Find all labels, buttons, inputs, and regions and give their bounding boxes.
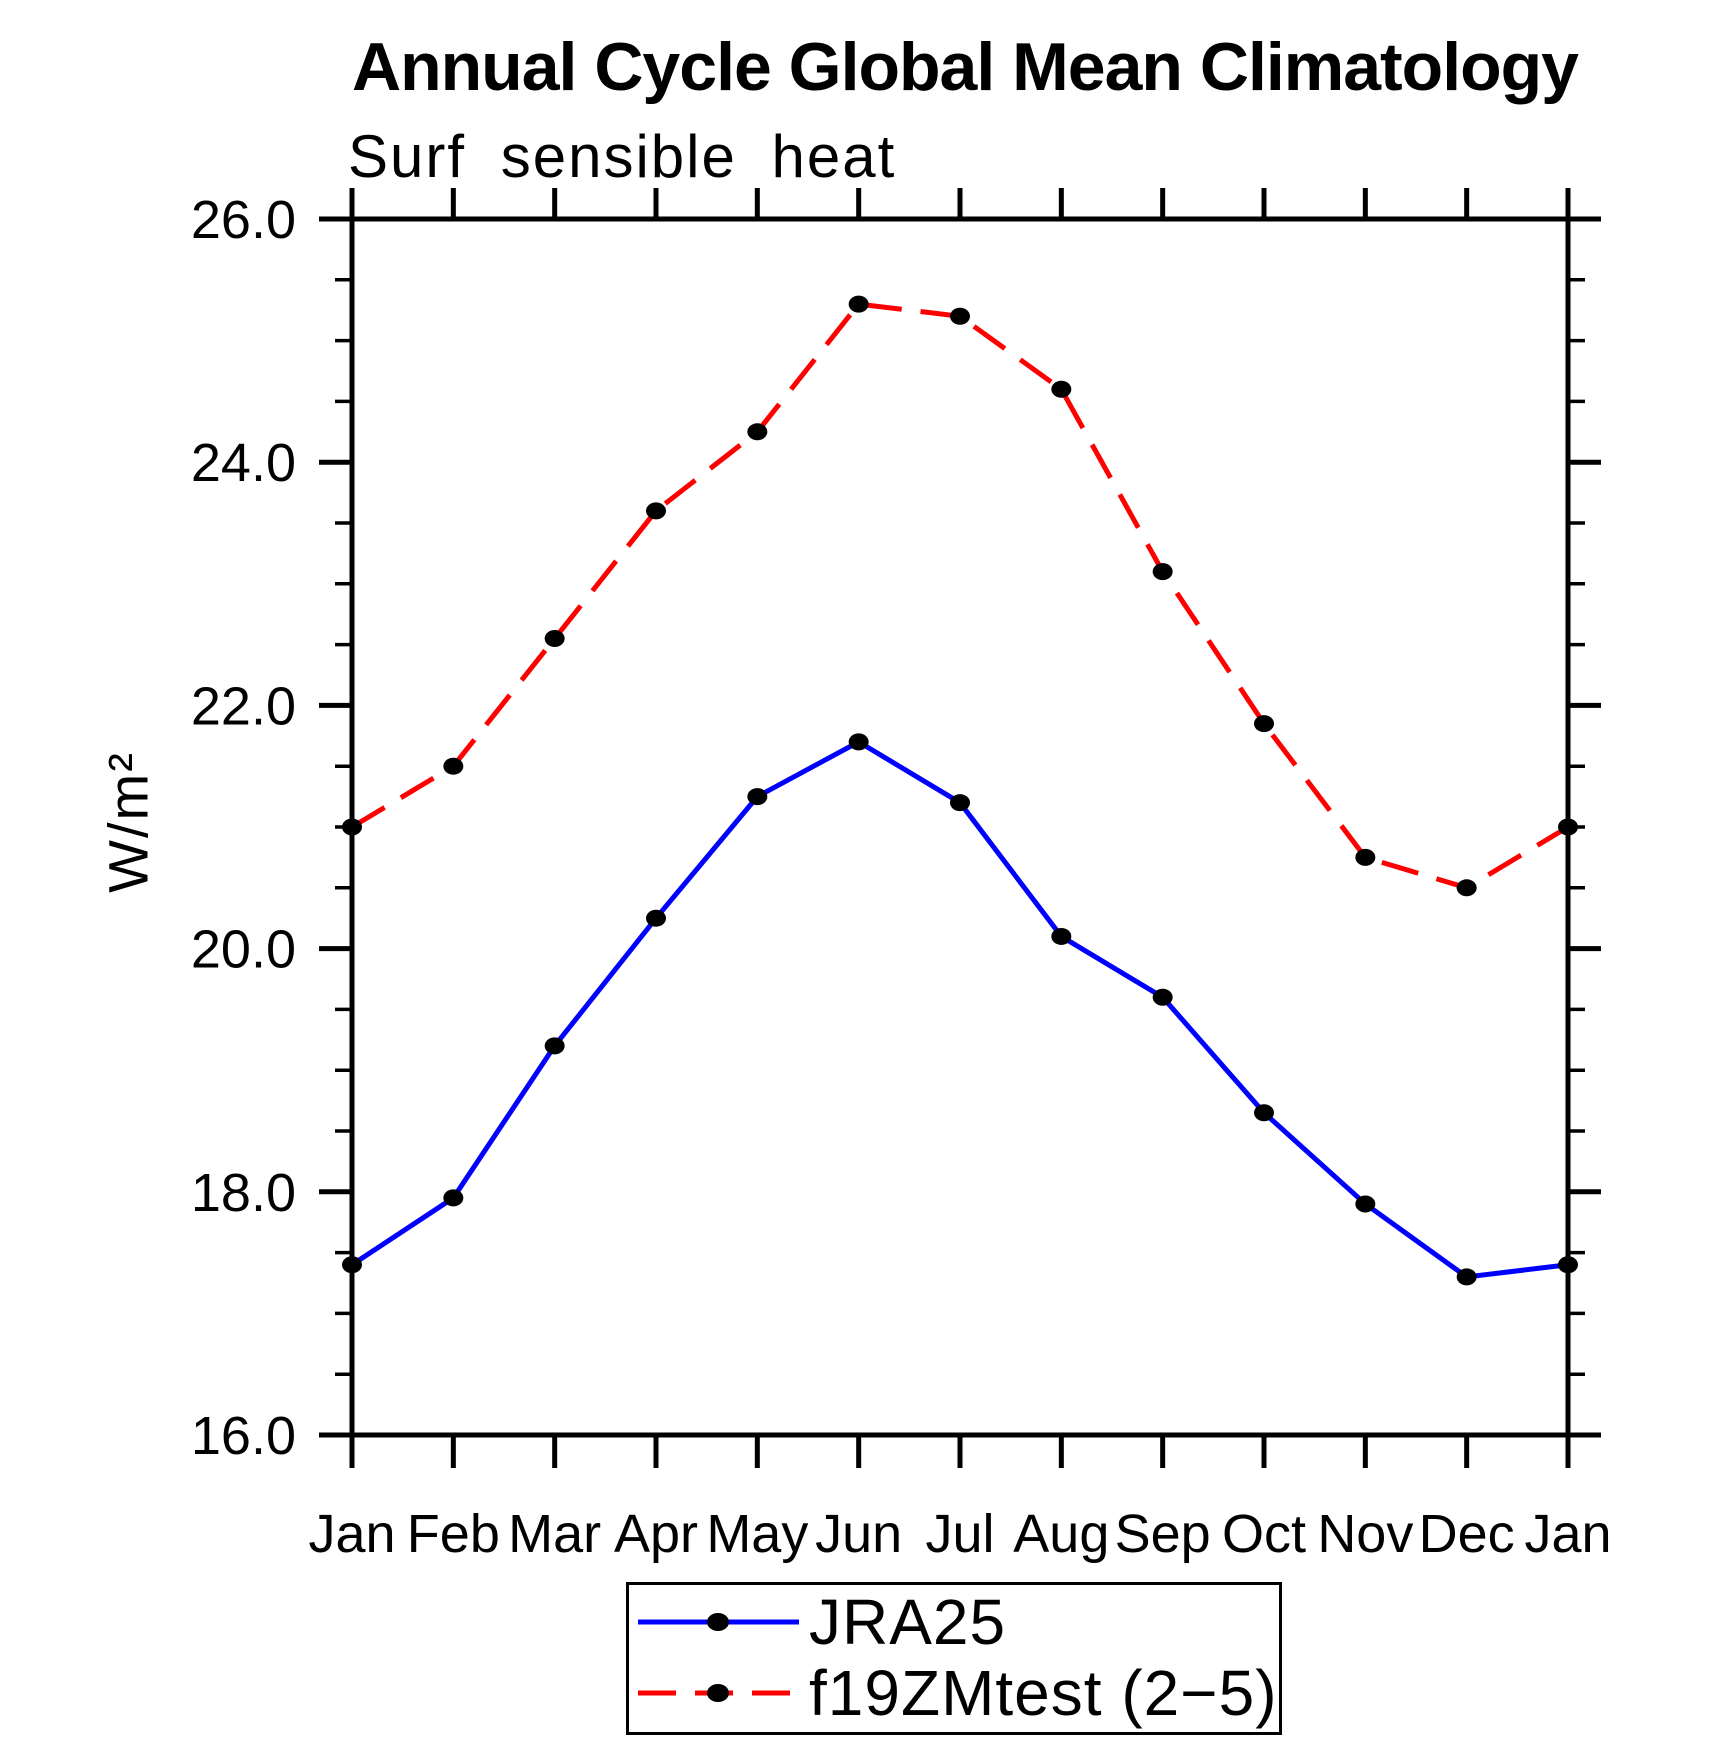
y-tick-label: 22.0: [191, 676, 296, 736]
x-tick-label: Dec: [1419, 1504, 1515, 1564]
plot-subtitle: Surf sensible heat: [348, 123, 897, 190]
data-point: [747, 423, 768, 441]
legend-marker-icon: [707, 1613, 729, 1631]
data-point: [646, 502, 666, 520]
y-tick-label: 26.0: [191, 190, 296, 250]
x-tick-label: Sep: [1115, 1504, 1211, 1564]
y-tick-label: 24.0: [191, 433, 296, 493]
data-point: [1355, 848, 1376, 866]
legend-marker-icon: [707, 1684, 729, 1702]
legend: JRA25 f19ZMtest (2−5): [626, 1582, 1282, 1735]
x-tick-label: Jul: [925, 1504, 994, 1564]
legend-line-sample: [638, 1684, 799, 1702]
data-point: [1456, 879, 1477, 897]
data-point: [544, 1037, 565, 1055]
x-tick-label: Feb: [407, 1504, 500, 1564]
data-point: [443, 1189, 464, 1207]
data-point: [1558, 818, 1578, 836]
plot-title: Annual Cycle Global Mean Climatology: [352, 29, 1579, 105]
x-tick-label: Apr: [614, 1504, 698, 1564]
plot-box: [349, 216, 1571, 1438]
x-tick-label: Jan: [308, 1504, 395, 1564]
x-tick-label: Nov: [1317, 1504, 1413, 1564]
x-tick-label: Mar: [508, 1504, 601, 1564]
data-point: [1051, 927, 1072, 945]
data-point: [950, 794, 970, 812]
data-point: [342, 818, 362, 836]
data-point: [342, 1256, 362, 1274]
legend-item: JRA25: [636, 1586, 1006, 1658]
x-tick-label: Jan: [1524, 1504, 1611, 1564]
data-point: [1152, 988, 1173, 1006]
data-point: [1558, 1256, 1578, 1274]
data-point: [747, 788, 768, 806]
y-tick-label: 18.0: [191, 1163, 296, 1223]
series-line-0: [350, 739, 1569, 1280]
data-point: [1355, 1195, 1376, 1213]
data-point: [544, 630, 565, 648]
x-tick-label: Jun: [815, 1504, 902, 1564]
legend-label: f19ZMtest (2−5): [809, 1657, 1278, 1729]
data-point: [1456, 1268, 1477, 1286]
y-tick-label: 16.0: [191, 1406, 296, 1466]
data-point: [443, 757, 464, 775]
y-tick-label: 20.0: [191, 920, 296, 980]
x-tick-label: Oct: [1222, 1504, 1306, 1564]
data-point: [1254, 715, 1274, 733]
data-point: [1051, 380, 1072, 398]
legend-label: JRA25: [809, 1586, 1007, 1658]
data-point: [1254, 1104, 1274, 1122]
x-tick-label: Aug: [1013, 1504, 1109, 1564]
legend-line-sample: [638, 1613, 799, 1631]
data-point: [950, 307, 970, 325]
x-tick-label: May: [706, 1504, 808, 1564]
data-point: [848, 295, 869, 313]
data-point: [848, 733, 869, 751]
data-point: [1152, 563, 1173, 581]
legend-item: f19ZMtest (2−5): [636, 1657, 1278, 1729]
data-point: [646, 909, 666, 927]
